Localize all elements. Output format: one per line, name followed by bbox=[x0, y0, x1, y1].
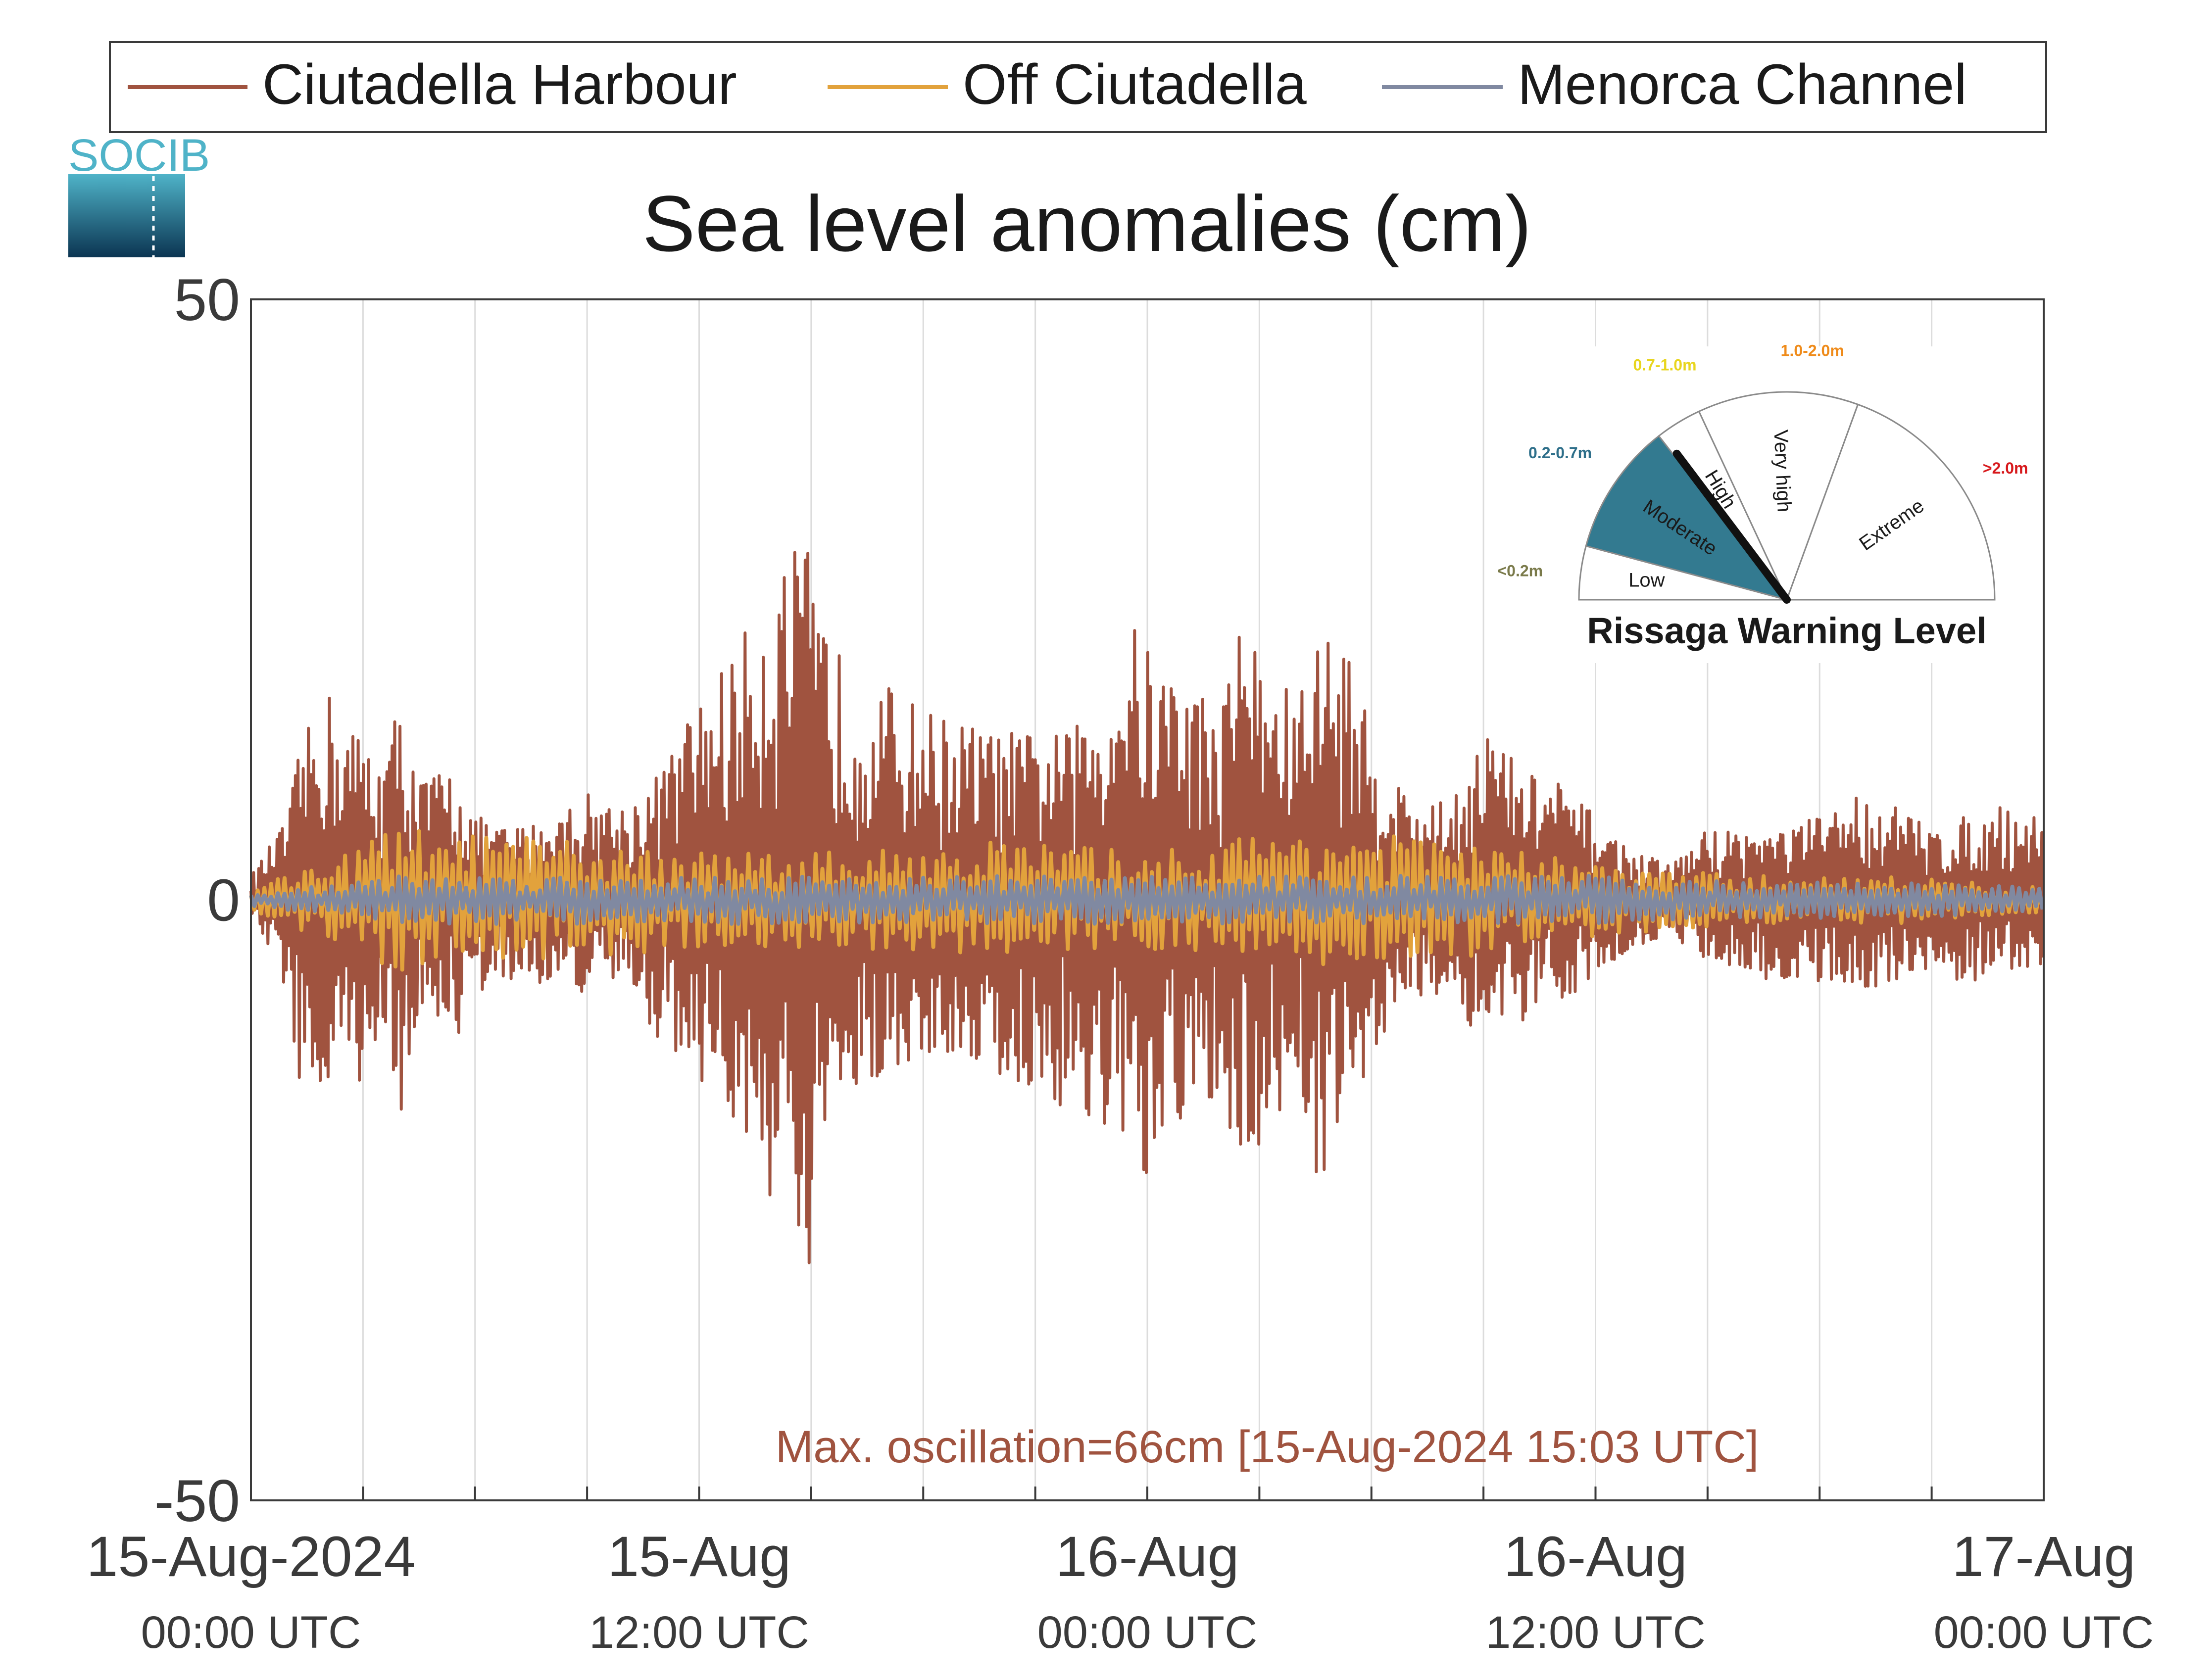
legend-label-off-ciutadella: Off Ciutadella bbox=[963, 53, 1307, 116]
legend-label-menorca-channel: Menorca Channel bbox=[1518, 53, 1967, 116]
series-layer bbox=[249, 551, 2045, 1264]
gauge-needle bbox=[1672, 449, 1791, 604]
max-oscillation-annotation: Max. oscillation=66cm [15-Aug-2024 15:03… bbox=[776, 1422, 1759, 1472]
gauge-range-label: <0.2m bbox=[1497, 562, 1543, 579]
x-tick-date-label: 15-Aug-2024 bbox=[87, 1525, 416, 1588]
y-tick-label: 50 bbox=[174, 267, 240, 333]
socib-logo-text: SOCIB bbox=[68, 130, 210, 181]
gauge-range-label: 0.7-1.0m bbox=[1633, 356, 1696, 374]
socib-logo-mark bbox=[68, 174, 185, 257]
y-tick-label: -50 bbox=[154, 1468, 240, 1534]
y-tick-label: 0 bbox=[207, 867, 240, 934]
series-line-menorca-channel bbox=[249, 874, 2045, 926]
x-tick-time-label: 12:00 UTC bbox=[589, 1607, 809, 1658]
legend: Ciutadella Harbour Off Ciutadella Menorc… bbox=[109, 41, 2047, 133]
gauge-sector-label: Low bbox=[1628, 569, 1665, 591]
x-tick-time-label: 00:00 UTC bbox=[1934, 1607, 2154, 1658]
gauge-title: Rissaga Warning Level bbox=[1587, 610, 1986, 651]
plot-area: Max. oscillation=66cm [15-Aug-2024 15:03… bbox=[249, 298, 2045, 1501]
x-tick-time-label: 00:00 UTC bbox=[141, 1607, 361, 1658]
gauge-sector-extreme bbox=[1785, 403, 1996, 601]
gauge-range-label: 1.0-2.0m bbox=[1781, 342, 1844, 360]
socib-logo: SOCIB bbox=[68, 130, 210, 257]
gauge-range-label: 0.2-0.7m bbox=[1528, 444, 1592, 462]
x-tick-date-label: 16-Aug bbox=[1504, 1525, 1687, 1588]
legend-label-ciutadella-harbour: Ciutadella Harbour bbox=[262, 53, 737, 116]
x-tick-date-label: 16-Aug bbox=[1056, 1525, 1239, 1588]
x-tick-time-label: 00:00 UTC bbox=[1037, 1607, 1258, 1658]
gauge-sector-moderate bbox=[1585, 434, 1789, 601]
chart-title: Sea level anomalies (cm) bbox=[642, 179, 1531, 268]
gauge-sector-very-high bbox=[1698, 391, 1859, 602]
x-tick-time-label: 12:00 UTC bbox=[1485, 1607, 1706, 1658]
x-tick-date-label: 17-Aug bbox=[1952, 1525, 2136, 1588]
gauge-range-label: >2.0m bbox=[1983, 459, 2028, 477]
legend-box bbox=[109, 41, 2047, 133]
gauge-sector-label: Very high bbox=[1769, 429, 1795, 513]
x-tick-date-label: 15-Aug bbox=[607, 1525, 791, 1588]
